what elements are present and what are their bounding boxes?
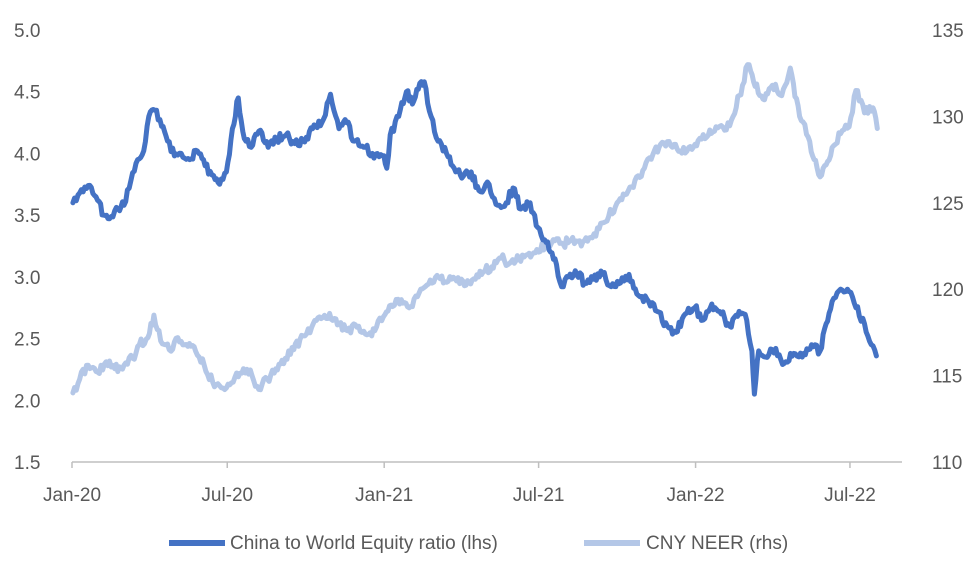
legend-item: CNY NEER (rhs)	[584, 533, 788, 554]
y-left-tick-label: 3.0	[14, 268, 40, 289]
y-right-tick-label: 110	[932, 453, 962, 474]
plot-area: Jan-20 Jul-20 Jan-21 Jul-21 Jan-22 Jul-22 1.5…	[14, 21, 964, 506]
x-tick-label: Jul-21	[513, 485, 565, 506]
y-left-tick-label: 4.5	[14, 83, 40, 104]
x-tick-label: Jan-20	[43, 485, 101, 506]
y-left-tick-label: 4.0	[14, 144, 40, 165]
series-line-cny-neer	[70, 62, 880, 396]
y-right-tick-label: 135	[932, 21, 964, 42]
y-left-tick-label: 2.0	[14, 391, 40, 412]
y-right-tick-label: 125	[932, 194, 964, 215]
y-right-tick-label: 130	[932, 107, 964, 128]
y-right-tick-label: 120	[932, 280, 964, 301]
legend: China to World Equity ratio (lhs) CNY NEE…	[169, 533, 788, 554]
x-tick-label: Jul-20	[201, 485, 253, 506]
legend-label: CNY NEER (rhs)	[646, 533, 788, 554]
y-left-tick-label: 5.0	[14, 21, 40, 42]
x-axis-ticks: Jan-20 Jul-20 Jan-21 Jul-21 Jan-22 Jul-22	[43, 462, 876, 506]
x-tick-label: Jul-22	[824, 485, 876, 506]
y-right-tick-label: 115	[932, 367, 962, 388]
series-line-equity-ratio	[70, 79, 879, 397]
series-layer	[70, 62, 880, 397]
legend-label: China to World Equity ratio (lhs)	[230, 533, 498, 554]
legend-item: China to World Equity ratio (lhs)	[169, 533, 498, 554]
x-tick-label: Jan-22	[667, 485, 725, 506]
x-tick-label: Jan-21	[355, 485, 413, 506]
y-left-tick-label: 3.5	[14, 206, 40, 227]
y-left-tick-label: 2.5	[14, 330, 40, 351]
y-left-tick-label: 1.5	[14, 453, 40, 474]
y-right-axis-ticks: 110 115 120 125 130 135	[932, 21, 964, 474]
y-left-axis-ticks: 1.5 2.0 2.5 3.0 3.5 4.0 4.5 5.0	[14, 21, 40, 474]
